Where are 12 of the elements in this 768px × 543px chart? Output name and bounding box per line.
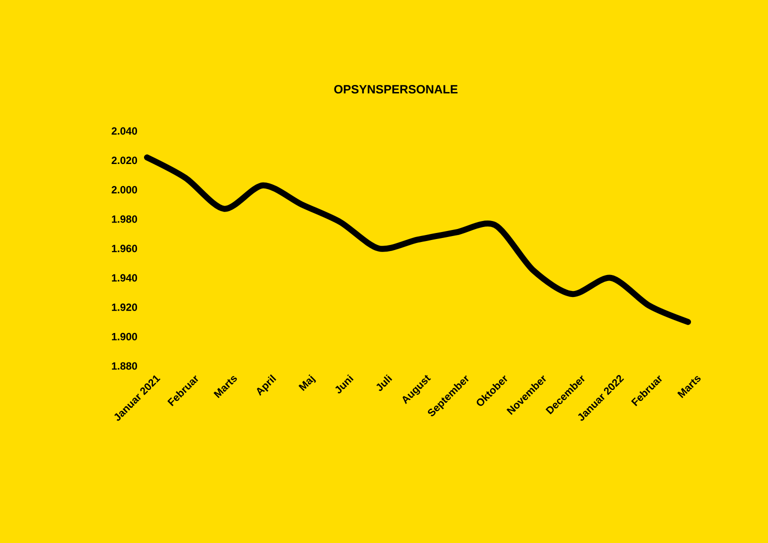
y-tick-label: 2.000 — [112, 186, 138, 194]
x-tick-label: Maj — [298, 374, 316, 391]
y-tick-label: 1.960 — [112, 244, 138, 252]
y-tick-label: 1.880 — [112, 362, 138, 370]
y-tick-label: 1.920 — [112, 304, 138, 311]
y-tick-label: 1.940 — [112, 274, 138, 282]
y-tick-label: 2.020 — [112, 156, 138, 164]
y-tick-label: 1.980 — [112, 215, 138, 223]
y-tick-label: 1.900 — [112, 332, 138, 340]
y-tick-label: 2.040 — [112, 127, 138, 135]
chart-title: OPSYNSPERSONALE — [334, 85, 458, 94]
x-tick-label: Juli — [376, 374, 392, 391]
